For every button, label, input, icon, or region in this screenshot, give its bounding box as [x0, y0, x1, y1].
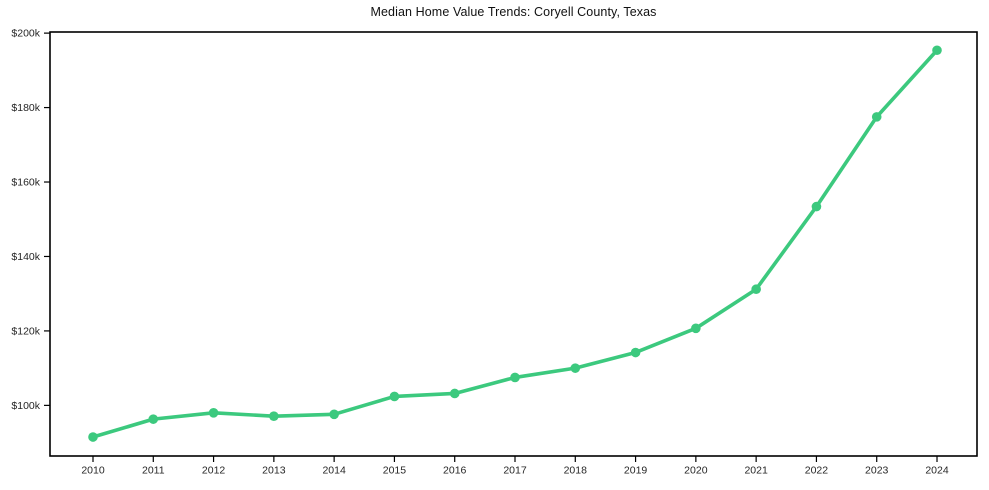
data-point: [88, 432, 98, 442]
x-tick-label: 2010: [81, 465, 105, 477]
data-point: [208, 408, 219, 418]
x-tick-label: 2014: [322, 465, 346, 477]
y-tick-label: $120k: [11, 326, 40, 338]
data-point: [389, 391, 400, 402]
y-tick-label: $180k: [11, 102, 40, 114]
x-tick-label: 2012: [202, 465, 226, 477]
chart-title: Median Home Value Trends: Coryell County…: [370, 5, 657, 19]
x-tick-label: 2016: [443, 465, 467, 477]
x-tick-label: 2015: [383, 465, 407, 477]
x-tick-label: 2013: [262, 465, 286, 477]
x-tick-label: 2024: [925, 465, 949, 477]
data-point: [148, 414, 159, 424]
x-tick-label: 2019: [624, 465, 648, 477]
y-tick-label: $140k: [11, 251, 40, 263]
x-tick-label: 2021: [744, 465, 768, 477]
data-point: [329, 409, 339, 420]
data-point: [811, 201, 822, 212]
plot-frame: [49, 31, 978, 457]
x-tick-label: 2011: [142, 465, 165, 477]
x-tick-label: 2017: [503, 465, 527, 477]
data-point: [449, 388, 460, 399]
data-point: [691, 323, 701, 334]
data-point: [630, 347, 641, 358]
x-tick-label: 2023: [865, 465, 889, 477]
data-point: [871, 112, 882, 122]
y-tick-label: $100k: [11, 400, 40, 412]
data-point: [932, 45, 942, 56]
x-tick-label: 2022: [805, 465, 829, 477]
y-tick-label: $160k: [11, 177, 40, 189]
x-tick-label: 2018: [564, 465, 588, 477]
x-tick-label: 2020: [684, 465, 708, 477]
y-tick-label: $200k: [11, 28, 40, 40]
data-point: [751, 284, 761, 295]
data-point: [570, 363, 581, 373]
data-point: [269, 411, 279, 421]
data-point: [510, 372, 520, 383]
